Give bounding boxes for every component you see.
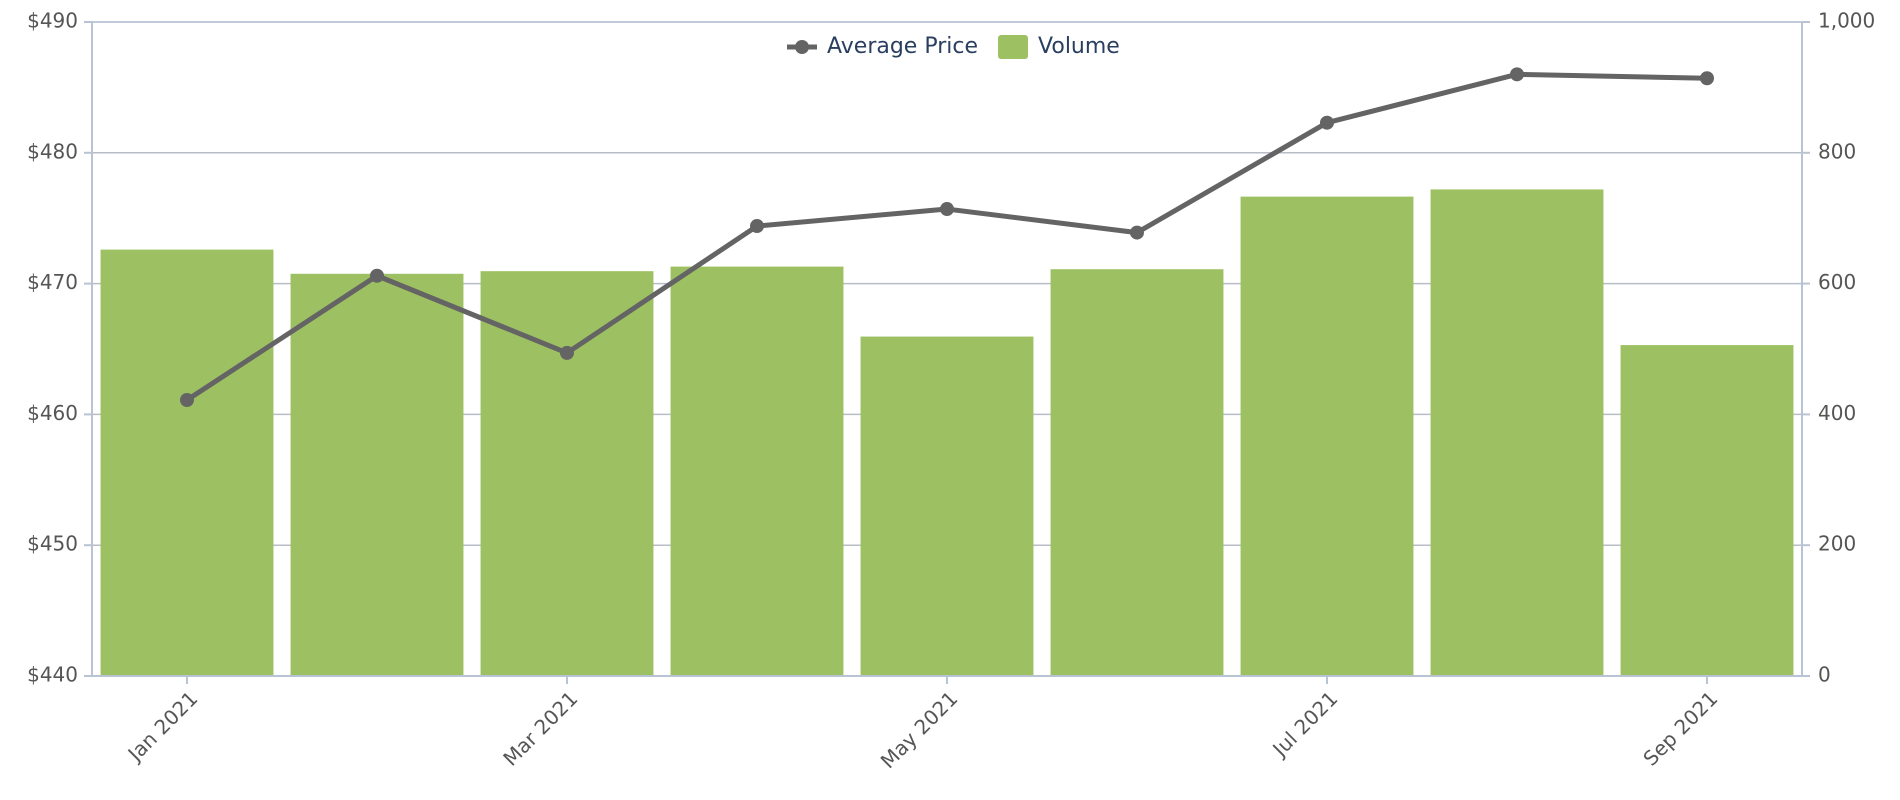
point	[1510, 67, 1524, 82]
bar	[1240, 196, 1414, 677]
point	[940, 202, 954, 217]
bar	[290, 273, 464, 676]
y-tick-label: $460	[27, 401, 78, 425]
bar	[100, 249, 274, 677]
y-tick-label: $450	[27, 532, 78, 556]
bar	[1050, 269, 1224, 676]
y2-tick-label: 0	[1818, 663, 1831, 687]
x-tick-label: Jul 2021	[1266, 686, 1342, 762]
y-tick-label: $470	[27, 270, 78, 294]
y2-tick-label: 600	[1818, 270, 1856, 294]
bar	[860, 336, 1034, 676]
legend-swatch	[998, 35, 1029, 59]
legend-label: Average Price	[827, 34, 978, 59]
point	[750, 219, 764, 234]
y-tick-label: $490	[27, 9, 78, 33]
y-tick-label: $440	[27, 663, 78, 687]
x-tick-label: May 2021	[876, 686, 963, 773]
point	[1700, 71, 1714, 86]
bar	[480, 271, 654, 676]
bar	[1620, 345, 1794, 676]
point	[1130, 225, 1144, 240]
y2-tick-label: 200	[1818, 532, 1856, 556]
point	[180, 393, 194, 408]
point	[370, 268, 384, 283]
y-tick-label: $480	[27, 139, 78, 163]
y2-tick-label: 400	[1818, 401, 1856, 425]
x-tick-label: Mar 2021	[498, 686, 582, 770]
x-tick-label: Jan 2021	[122, 686, 203, 767]
y2-tick-label: 800	[1818, 139, 1856, 163]
point	[1320, 115, 1334, 130]
x-tick-label: Sep 2021	[1638, 686, 1722, 770]
point	[560, 345, 574, 360]
y2-tick-label: 1,000	[1818, 9, 1875, 33]
legend-label: Volume	[1038, 34, 1120, 59]
bar	[1430, 189, 1604, 676]
legend: Average Price Volume	[787, 34, 1120, 59]
bar	[670, 266, 844, 676]
legend-point	[795, 40, 809, 54]
